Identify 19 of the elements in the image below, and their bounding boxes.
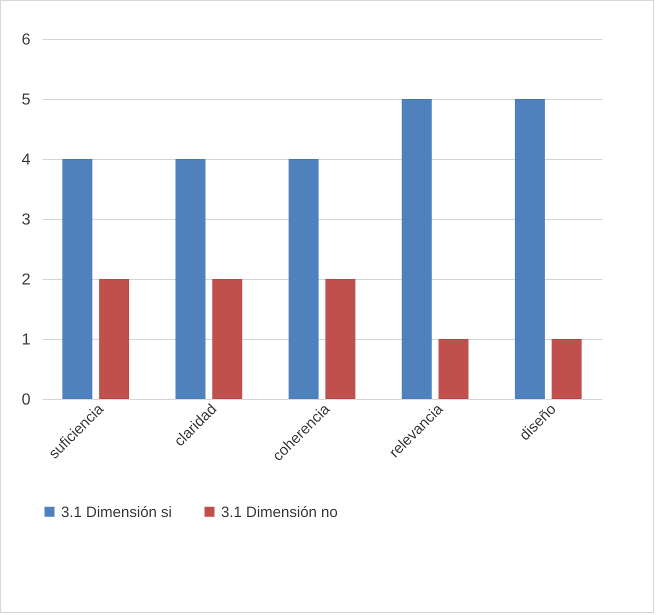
y-tick-label: 6: [22, 32, 31, 48]
bar: [175, 159, 206, 399]
bar: [325, 279, 356, 399]
bar: [212, 279, 242, 399]
y-tick-label: 5: [22, 92, 31, 108]
y-tick-label: 2: [22, 272, 31, 288]
bar: [438, 339, 469, 399]
bar: [552, 339, 582, 399]
y-tick-label: 4: [22, 152, 31, 168]
bar: [288, 159, 319, 399]
y-tick-label: 1: [22, 332, 31, 348]
bar: [62, 159, 92, 399]
bar: [402, 99, 432, 399]
legend-label: 3.1 Dimensión no: [221, 504, 338, 521]
legend-label: 3.1 Dimensión si: [61, 504, 172, 521]
bar: [99, 279, 130, 399]
bar: [514, 99, 545, 399]
y-tick-label: 0: [22, 392, 31, 408]
y-tick-label: 3: [22, 212, 31, 228]
